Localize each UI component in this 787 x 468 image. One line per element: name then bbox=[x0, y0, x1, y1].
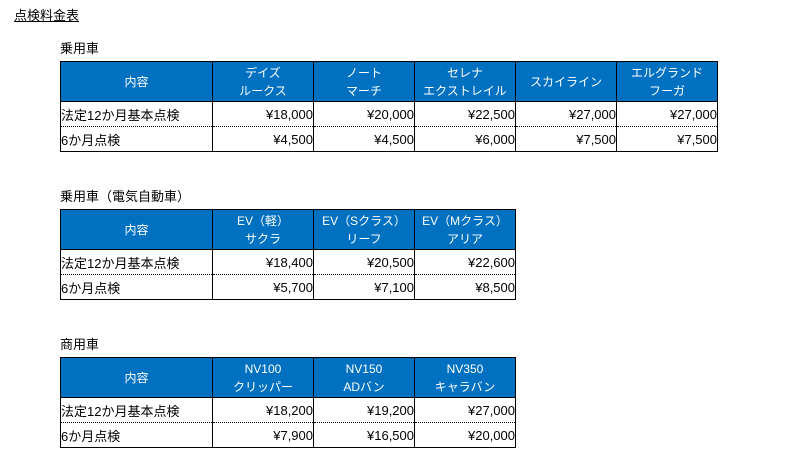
section-electric-vehicles: 乗用車（電気自動車） 内容 EV（軽） サクラ EV（Sクラス） リーフ EV（Mクラス）… bbox=[60, 188, 787, 300]
table-row: 6か月点検 ¥5,700 ¥7,100 ¥8,500 bbox=[60, 274, 516, 300]
header-cell-model: NV150 ADバン bbox=[313, 357, 415, 398]
price-cell: ¥27,000 bbox=[414, 397, 516, 423]
header-row: 内容 NV100 クリッパー NV150 ADバン NV350 キャラバン bbox=[60, 357, 516, 398]
price-cell: ¥22,600 bbox=[414, 249, 516, 275]
header-cell-content: 内容 bbox=[60, 209, 213, 250]
fee-table-passenger-cars: 内容 デイズ ルークス ノート マーチ セレナ エクストレイル スカイライン エルグランド フーガ… bbox=[60, 61, 718, 152]
table-row: 6か月点検 ¥4,500 ¥4,500 ¥6,000 ¥7,500 ¥7,500 bbox=[60, 126, 718, 152]
header-cell-content: 内容 bbox=[60, 357, 213, 398]
price-cell: ¥6,000 bbox=[414, 126, 516, 152]
price-cell: ¥4,500 bbox=[212, 126, 314, 152]
price-cell: ¥27,000 bbox=[616, 101, 718, 127]
header-cell-model: NV100 クリッパー bbox=[212, 357, 314, 398]
row-label-cell: 6か月点検 bbox=[60, 422, 213, 448]
header-cell-model: EV（Sクラス） リーフ bbox=[313, 209, 415, 250]
header-cell-model: NV350 キャラバン bbox=[414, 357, 516, 398]
header-cell-model: ノート マーチ bbox=[313, 61, 415, 102]
price-cell: ¥7,500 bbox=[616, 126, 718, 152]
price-cell: ¥20,000 bbox=[313, 101, 415, 127]
page-title: 点検料金表 bbox=[14, 8, 80, 23]
header-cell-content: 内容 bbox=[60, 61, 213, 102]
table-row: 法定12か月基本点検 ¥18,200 ¥19,200 ¥27,000 bbox=[60, 397, 516, 423]
price-cell: ¥18,000 bbox=[212, 101, 314, 127]
fee-table-electric-vehicles: 内容 EV（軽） サクラ EV（Sクラス） リーフ EV（Mクラス） アリア 法定12か月基… bbox=[60, 209, 516, 300]
price-cell: ¥7,900 bbox=[212, 422, 314, 448]
header-row: 内容 デイズ ルークス ノート マーチ セレナ エクストレイル スカイライン エルグランド フーガ bbox=[60, 61, 718, 102]
price-cell: ¥18,400 bbox=[212, 249, 314, 275]
row-label-cell: 法定12か月基本点検 bbox=[60, 249, 213, 275]
header-cell-model: EV（Mクラス） アリア bbox=[414, 209, 516, 250]
price-cell: ¥7,100 bbox=[313, 274, 415, 300]
row-label-cell: 6か月点検 bbox=[60, 274, 213, 300]
fee-table-commercial-vehicles: 内容 NV100 クリッパー NV150 ADバン NV350 キャラバン 法定12か月基本… bbox=[60, 357, 516, 448]
header-cell-model: エルグランド フーガ bbox=[616, 61, 718, 102]
price-cell: ¥18,200 bbox=[212, 397, 314, 423]
header-cell-model: スカイライン bbox=[515, 61, 617, 102]
section-passenger-cars: 乗用車 内容 デイズ ルークス ノート マーチ セレナ エクストレイル スカイライン エルグラン… bbox=[60, 40, 787, 152]
table-row: 6か月点検 ¥7,900 ¥16,500 ¥20,000 bbox=[60, 422, 516, 448]
section-commercial-vehicles: 商用車 内容 NV100 クリッパー NV150 ADバン NV350 キャラバン 法定12… bbox=[60, 336, 787, 448]
price-cell: ¥20,500 bbox=[313, 249, 415, 275]
table-row: 法定12か月基本点検 ¥18,000 ¥20,000 ¥22,500 ¥27,000 ¥2… bbox=[60, 101, 718, 127]
section-label-commercial-vehicles: 商用車 bbox=[60, 337, 100, 352]
price-cell: ¥5,700 bbox=[212, 274, 314, 300]
price-cell: ¥7,500 bbox=[515, 126, 617, 152]
table-row: 法定12か月基本点検 ¥18,400 ¥20,500 ¥22,600 bbox=[60, 249, 516, 275]
header-row: 内容 EV（軽） サクラ EV（Sクラス） リーフ EV（Mクラス） アリア bbox=[60, 209, 516, 250]
header-cell-model: デイズ ルークス bbox=[212, 61, 314, 102]
section-label-passenger-cars: 乗用車 bbox=[60, 41, 100, 56]
section-label-electric-vehicles: 乗用車（電気自動車） bbox=[60, 189, 191, 204]
price-cell: ¥19,200 bbox=[313, 397, 415, 423]
header-cell-model: セレナ エクストレイル bbox=[414, 61, 516, 102]
price-cell: ¥20,000 bbox=[414, 422, 516, 448]
inspection-fee-document: 点検料金表 乗用車 内容 デイズ ルークス ノート マーチ セレナ エクストレイル スカイライ… bbox=[0, 7, 787, 448]
price-cell: ¥22,500 bbox=[414, 101, 516, 127]
header-cell-model: EV（軽） サクラ bbox=[212, 209, 314, 250]
row-label-cell: 法定12か月基本点検 bbox=[60, 397, 213, 423]
price-cell: ¥16,500 bbox=[313, 422, 415, 448]
price-cell: ¥8,500 bbox=[414, 274, 516, 300]
price-cell: ¥4,500 bbox=[313, 126, 415, 152]
price-cell: ¥27,000 bbox=[515, 101, 617, 127]
row-label-cell: 法定12か月基本点検 bbox=[60, 101, 213, 127]
row-label-cell: 6か月点検 bbox=[60, 126, 213, 152]
